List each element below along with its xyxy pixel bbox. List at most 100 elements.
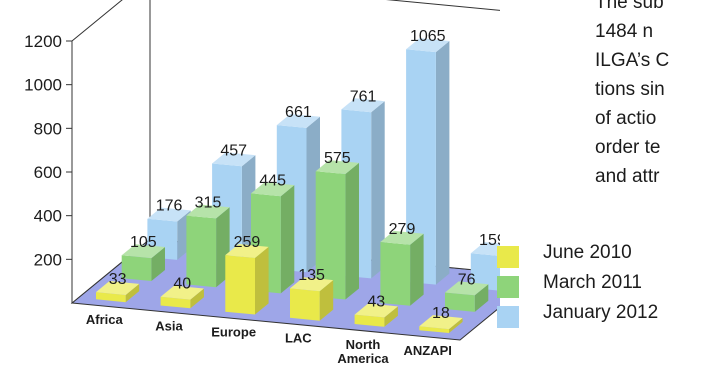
bar bbox=[445, 281, 489, 312]
bar bbox=[419, 315, 463, 333]
value-label: 661 bbox=[285, 104, 312, 121]
bar-front bbox=[121, 255, 152, 281]
bar-chart-3d: 200 400 600 800 1000 1200 176 457 661 761 1065 159… bbox=[24, 0, 500, 366]
bar-side bbox=[151, 247, 165, 281]
value-label: 259 bbox=[234, 234, 261, 251]
bar bbox=[470, 242, 500, 291]
bar-top bbox=[276, 114, 320, 128]
legend-swatch bbox=[497, 306, 519, 328]
bar-top bbox=[419, 315, 463, 330]
bar-top bbox=[341, 98, 385, 113]
value-label: 76 bbox=[458, 271, 476, 288]
bar-side bbox=[190, 288, 204, 309]
x-tick-label: ANZAPI bbox=[403, 343, 451, 358]
y-tick-label: 400 bbox=[34, 207, 62, 226]
value-label: 445 bbox=[259, 172, 286, 189]
bar-front bbox=[354, 314, 385, 327]
value-label: 457 bbox=[220, 142, 247, 159]
paragraph-line: ILGA’s C bbox=[595, 50, 670, 71]
bar-front bbox=[290, 288, 320, 321]
paragraph-line: 1484 n bbox=[595, 21, 654, 42]
bar-top bbox=[406, 38, 450, 53]
bar bbox=[406, 38, 450, 285]
paragraph-line: order te bbox=[595, 137, 661, 158]
x-tick-label: North America bbox=[337, 337, 389, 366]
bar-front bbox=[160, 296, 191, 309]
value-label: 135 bbox=[298, 267, 325, 284]
bars bbox=[96, 38, 500, 333]
bar-side bbox=[255, 246, 269, 315]
value-label: 176 bbox=[156, 198, 183, 215]
value-label: 315 bbox=[195, 194, 222, 211]
bar-front bbox=[470, 253, 500, 291]
value-labels: 176 457 661 761 1065 159 105 315 445 575 279 76 33 40… bbox=[109, 28, 500, 322]
bar-side bbox=[125, 283, 140, 303]
legend-swatch bbox=[497, 276, 519, 298]
x-tick-label: Europe bbox=[211, 324, 256, 339]
x-tick-label: Asia bbox=[155, 318, 183, 333]
y-axis: 200 400 600 800 1000 1200 bbox=[24, 32, 72, 269]
paragraph-line: and attr bbox=[595, 166, 660, 187]
bar-side bbox=[319, 280, 334, 321]
value-label: 1065 bbox=[410, 28, 446, 45]
y-tick-label: 1000 bbox=[24, 76, 62, 95]
bar-front bbox=[315, 171, 346, 300]
bar-side bbox=[384, 306, 398, 327]
value-label: 33 bbox=[109, 271, 127, 288]
bar bbox=[225, 244, 269, 315]
bar-side bbox=[345, 162, 359, 300]
x-tick-label: LAC bbox=[285, 331, 312, 346]
bar bbox=[290, 277, 334, 321]
bar-front bbox=[96, 292, 126, 303]
bar-top bbox=[225, 244, 269, 258]
bar-top bbox=[160, 285, 204, 300]
paragraph-line: of actio bbox=[595, 108, 657, 129]
legend-swatch bbox=[497, 246, 519, 268]
value-label: 575 bbox=[324, 150, 351, 167]
y-tick-label: 800 bbox=[34, 119, 62, 138]
bar-side bbox=[435, 41, 450, 285]
bar-top bbox=[290, 277, 334, 292]
bar-side bbox=[371, 101, 385, 279]
value-label: 40 bbox=[173, 276, 191, 293]
bar bbox=[121, 244, 165, 281]
bar-side bbox=[474, 284, 489, 312]
bar-front bbox=[406, 49, 436, 285]
x-axis: Africa Asia Europe LAC North America ANZAPI bbox=[86, 312, 452, 366]
bar-front bbox=[419, 326, 449, 333]
bar-top bbox=[251, 182, 295, 197]
bar-top bbox=[96, 281, 140, 295]
value-label: 761 bbox=[350, 88, 377, 105]
bar-front bbox=[380, 242, 411, 306]
value-label: 159 bbox=[479, 232, 500, 249]
bar-top bbox=[212, 152, 256, 167]
bar-side bbox=[410, 233, 424, 306]
x-tick-label: Africa bbox=[86, 312, 124, 327]
bar bbox=[354, 303, 398, 327]
legend-label: June 2010 bbox=[543, 242, 632, 263]
value-label: 105 bbox=[130, 234, 157, 251]
y-tick-label: 1200 bbox=[24, 32, 62, 51]
bar-side bbox=[449, 318, 463, 333]
bar-top bbox=[121, 244, 165, 259]
bar bbox=[96, 281, 140, 303]
bar-front bbox=[186, 215, 217, 288]
value-label: 43 bbox=[367, 293, 385, 310]
bar bbox=[315, 160, 359, 300]
bar-side bbox=[280, 185, 295, 294]
y-tick-label: 200 bbox=[34, 250, 62, 269]
y-tick-label: 600 bbox=[34, 163, 62, 182]
bar-top bbox=[147, 207, 191, 222]
bar-front bbox=[225, 255, 255, 315]
bar bbox=[380, 230, 424, 306]
bar-top bbox=[315, 160, 359, 174]
paragraph-line: tions sin bbox=[595, 79, 665, 100]
paragraph-line: The sub bbox=[595, 0, 664, 13]
bar-top bbox=[186, 204, 230, 219]
bar-top bbox=[380, 230, 424, 245]
value-label: 279 bbox=[389, 221, 416, 238]
legend-label: January 2012 bbox=[543, 302, 659, 323]
legend-label: March 2011 bbox=[543, 272, 642, 293]
value-label: 18 bbox=[432, 305, 450, 322]
bar-top bbox=[354, 303, 398, 318]
